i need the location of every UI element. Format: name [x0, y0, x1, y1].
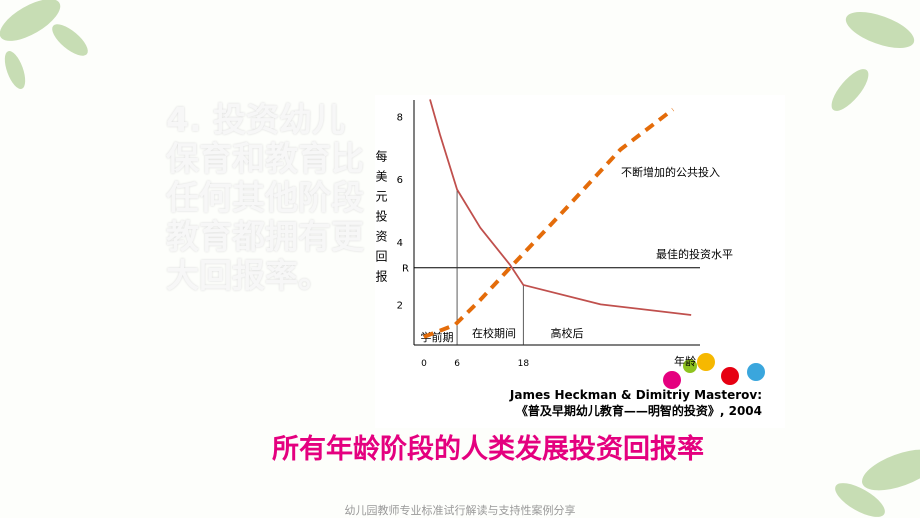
citation: 《普及早期幼儿教育——明智的投资》, 2004	[516, 403, 762, 418]
citation: James Heckman & Dimitriy Masterov:	[509, 388, 762, 402]
footer: 幼儿园教师专业标准试行解读与支持性案例分享	[345, 503, 576, 517]
x-tick-label: 18	[518, 359, 530, 369]
x-axis-label: 年龄	[674, 354, 696, 368]
y-axis-label: 每美元投资回报	[374, 149, 388, 290]
side-text: 4. 投资幼儿保育和教育比任何其他阶段教育都拥有更大回报率。	[166, 100, 364, 295]
period-label: 高校后	[551, 326, 584, 340]
y-tick-label: 6	[397, 175, 403, 186]
x-tick-label: 6	[454, 359, 460, 369]
series-line	[423, 107, 675, 339]
chart-area	[375, 95, 785, 428]
period-label: 在校期间	[472, 326, 516, 340]
x-tick-label: 0	[421, 359, 427, 369]
series-label: 不断增加的公共投入	[621, 165, 720, 179]
series-line	[429, 99, 692, 316]
kids	[663, 353, 765, 389]
headline: 所有年龄阶段的人类发展投资回报率	[272, 433, 704, 465]
reference-label: 最佳的投资水平	[656, 247, 733, 261]
y-tick-label: 2	[397, 300, 403, 311]
y-tick-label: 8	[397, 113, 403, 124]
y-tick-label: 4	[397, 238, 403, 249]
y-tick-label: R	[402, 264, 409, 275]
